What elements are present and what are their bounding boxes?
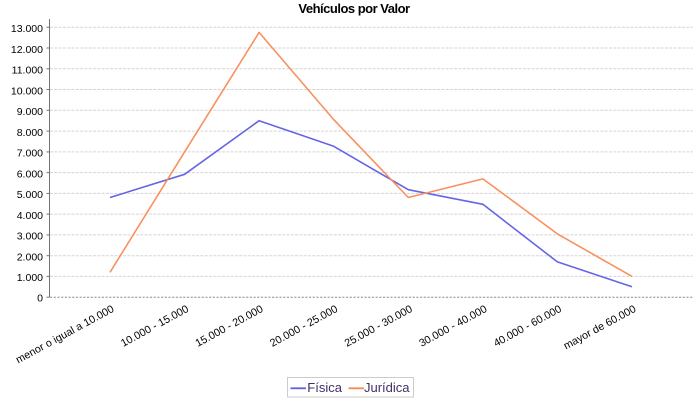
svg-text:11.000: 11.000 [12, 65, 43, 77]
svg-text:6.000: 6.000 [17, 168, 43, 180]
svg-text:7.000: 7.000 [17, 148, 43, 160]
svg-text:5.000: 5.000 [17, 189, 43, 201]
svg-text:12.000: 12.000 [11, 44, 43, 56]
svg-text:10.000: 10.000 [11, 85, 43, 97]
svg-text:Vehículos por Valor: Vehículos por Valor [298, 1, 410, 16]
svg-text:4.000: 4.000 [17, 210, 43, 222]
svg-text:2.000: 2.000 [17, 252, 43, 264]
svg-text:1.000: 1.000 [17, 272, 43, 284]
svg-text:8.000: 8.000 [17, 127, 43, 139]
svg-text:Jurídica: Jurídica [364, 380, 410, 395]
svg-text:Física: Física [307, 380, 342, 395]
svg-text:0: 0 [37, 293, 43, 305]
svg-text:13.000: 13.000 [11, 23, 43, 35]
svg-text:3.000: 3.000 [17, 231, 43, 243]
svg-text:9.000: 9.000 [17, 106, 43, 118]
